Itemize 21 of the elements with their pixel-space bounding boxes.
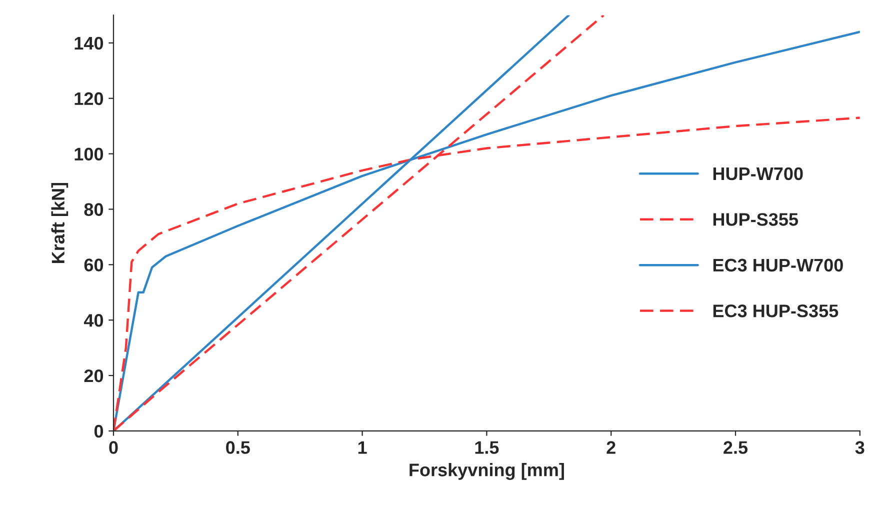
y-tick-label: 60 — [84, 258, 104, 272]
y-tick-label: 20 — [84, 369, 104, 382]
legend-label: EC3 HUP-W700 — [713, 258, 843, 272]
y-tick-label: 0 — [94, 424, 104, 438]
y-axis-title: Kraft [kN] — [51, 182, 68, 263]
x-axis-title: Forskyvning [mm] — [410, 463, 564, 480]
y-tick-label: 80 — [84, 203, 104, 216]
x-tick-label: 2 — [606, 441, 616, 454]
x-tick-label: 1 — [358, 441, 367, 454]
y-tick-label: 140 — [74, 36, 104, 50]
legend-label: HUP-S355 — [713, 213, 798, 226]
x-tick-label: 0 — [109, 441, 118, 454]
y-tick-label: 120 — [74, 92, 104, 106]
y-tick-label: 100 — [74, 148, 104, 161]
legend-label: HUP-W700 — [713, 167, 803, 180]
y-tick-label: 40 — [84, 314, 104, 327]
x-tick-label: 2.5 — [724, 441, 748, 454]
legend-label: EC3 HUP-S355 — [713, 304, 838, 318]
x-tick-label: 0.5 — [226, 441, 250, 454]
x-tick-label: 1.5 — [475, 441, 499, 454]
x-tick-label: 3 — [855, 441, 864, 454]
